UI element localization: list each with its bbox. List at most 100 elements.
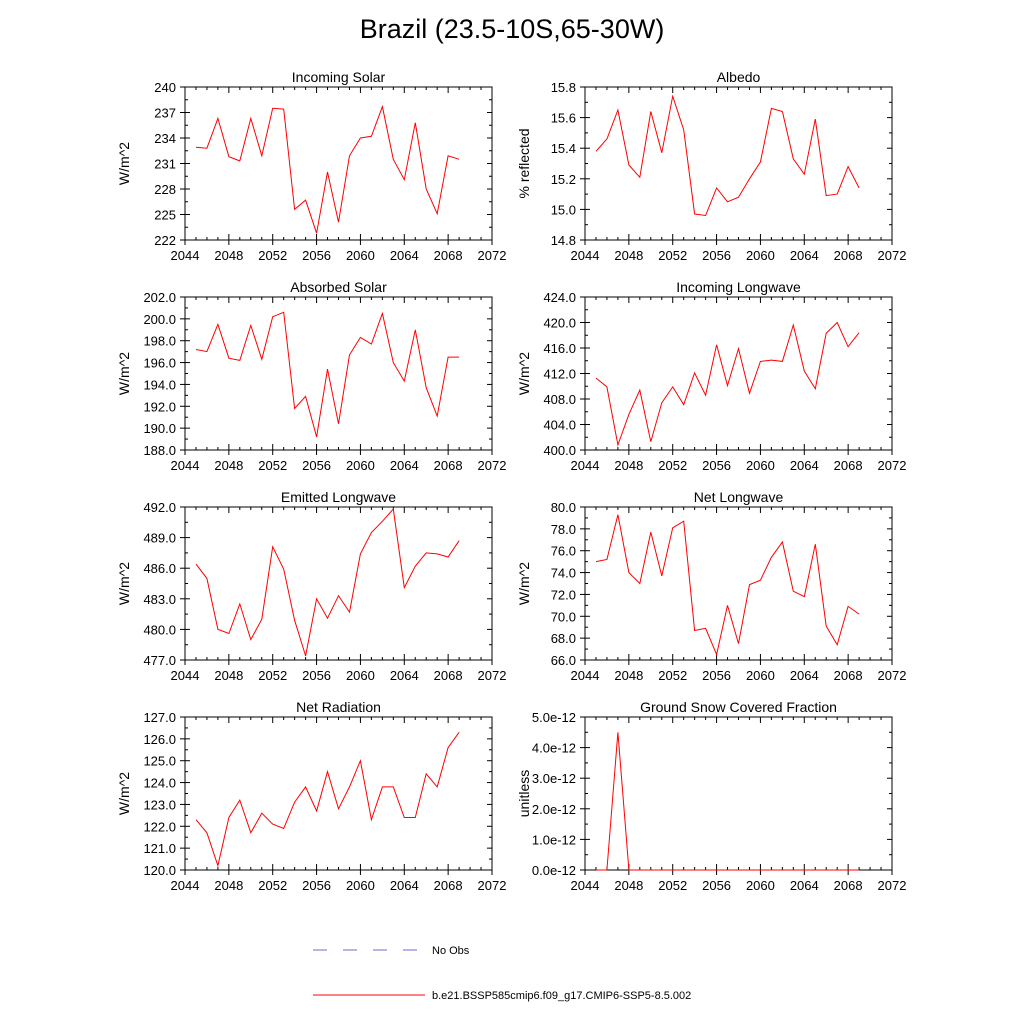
- y-tick-label: 194.0: [143, 377, 176, 392]
- x-tick-label: 2044: [571, 458, 600, 473]
- x-tick-label: 2052: [658, 458, 687, 473]
- y-tick-label: 198.0: [143, 334, 176, 349]
- series-line: [595, 514, 860, 657]
- x-tick-label: 2064: [390, 248, 419, 263]
- y-tick-label: 66.0: [551, 653, 576, 668]
- x-tick-label: 2044: [171, 248, 200, 263]
- y-tick-label: 424.0: [543, 290, 576, 305]
- y-tick-label: 15.8: [551, 80, 576, 95]
- y-tick-label: 5.0e-12: [532, 710, 576, 725]
- y-tick-label: 74.0: [551, 566, 576, 581]
- x-tick-label: 2048: [614, 458, 643, 473]
- y-tick-label: 2.0e-12: [532, 802, 576, 817]
- x-tick-label: 2048: [614, 668, 643, 683]
- series-line: [195, 104, 460, 234]
- y-tick-label: 124.0: [143, 776, 176, 791]
- panel-title: Incoming Longwave: [676, 279, 801, 295]
- y-axis-label: W/m^2: [116, 142, 132, 185]
- x-tick-label: 2056: [702, 248, 731, 263]
- y-tick-label: 477.0: [143, 653, 176, 668]
- plot-frame: [584, 506, 893, 661]
- y-axis-label: W/m^2: [116, 352, 132, 395]
- y-tick-label: 231: [154, 157, 176, 172]
- legend-label-model: b.e21.BSSP585cmip6.f09_g17.CMIP6-SSP5-8.…: [432, 990, 691, 1002]
- y-tick-label: 408.0: [543, 392, 576, 407]
- y-tick-label: 78.0: [551, 522, 576, 537]
- y-tick-label: 420.0: [543, 316, 576, 331]
- y-tick-label: 15.6: [551, 111, 576, 126]
- x-tick-label: 2068: [834, 458, 863, 473]
- x-tick-label: 2068: [834, 878, 863, 893]
- y-tick-label: 80.0: [551, 500, 576, 515]
- y-axis-label: W/m^2: [516, 562, 532, 605]
- y-axis-label: unitless: [516, 770, 532, 817]
- y-tick-label: 120.0: [143, 863, 176, 878]
- x-tick-label: 2052: [658, 248, 687, 263]
- y-tick-label: 1.0e-12: [532, 832, 576, 847]
- x-tick-label: 2056: [702, 668, 731, 683]
- y-tick-label: 489.0: [143, 531, 176, 546]
- plot-frame: [184, 506, 493, 661]
- y-axis-label: W/m^2: [516, 352, 532, 395]
- series-line: [195, 507, 460, 657]
- x-tick-label: 2068: [834, 668, 863, 683]
- plot-frame: [184, 296, 493, 451]
- x-tick-label: 2068: [434, 878, 463, 893]
- y-tick-label: 492.0: [143, 500, 176, 515]
- x-tick-label: 2064: [390, 458, 419, 473]
- x-tick-label: 2064: [390, 878, 419, 893]
- y-tick-label: 3.0e-12: [532, 771, 576, 786]
- panel-ground-snow-covered-fraction: Ground Snow Covered Fraction unitless 2044…: [516, 699, 906, 893]
- x-tick-label: 2060: [746, 248, 775, 263]
- y-tick-label: 400.0: [543, 443, 576, 458]
- y-tick-label: 70.0: [551, 609, 576, 624]
- x-tick-label: 2048: [214, 668, 243, 683]
- y-axis-label: W/m^2: [116, 562, 132, 605]
- panels: Incoming Solar W/m^2 2044 2048 2052 2056 2060 2…: [116, 69, 906, 893]
- x-tick-label: 2064: [790, 878, 819, 893]
- series-line: [595, 321, 860, 447]
- x-tick-label: 2064: [790, 248, 819, 263]
- panel-albedo: Albedo % reflected 2044 2048 2052 2056 2060 206…: [516, 69, 906, 263]
- panel-net-radiation: Net Radiation W/m^2 2044 2048 2052 2056 2060 20…: [116, 699, 506, 893]
- y-tick-label: 483.0: [143, 592, 176, 607]
- x-tick-label: 2044: [171, 668, 200, 683]
- x-tick-label: 2068: [834, 248, 863, 263]
- plot-frame: [584, 296, 893, 451]
- y-tick-label: 228: [154, 182, 176, 197]
- y-tick-label: 412.0: [543, 367, 576, 382]
- x-tick-label: 2072: [478, 668, 507, 683]
- x-tick-label: 2044: [571, 878, 600, 893]
- y-tick-label: 240: [154, 80, 176, 95]
- panel-incoming-solar: Incoming Solar W/m^2 2044 2048 2052 2056 2060 2…: [116, 69, 506, 263]
- y-tick-label: 196.0: [143, 356, 176, 371]
- series-line: [195, 732, 460, 868]
- panel-incoming-longwave: Incoming Longwave W/m^2 2044 2048 2052 2056 20…: [516, 279, 906, 473]
- x-tick-label: 2072: [878, 878, 907, 893]
- figure-title: Brazil (23.5-10S,65-30W): [359, 14, 665, 44]
- x-tick-label: 2052: [258, 248, 287, 263]
- y-tick-label: 15.0: [551, 202, 576, 217]
- y-tick-label: 192.0: [143, 399, 176, 414]
- panel-title: Net Radiation: [296, 699, 381, 715]
- x-tick-label: 2044: [571, 668, 600, 683]
- x-tick-label: 2068: [434, 248, 463, 263]
- x-tick-label: 2060: [746, 878, 775, 893]
- x-tick-label: 2052: [258, 458, 287, 473]
- x-tick-label: 2052: [658, 878, 687, 893]
- series-line: [595, 94, 860, 217]
- y-tick-label: 222: [154, 233, 176, 248]
- x-tick-label: 2060: [346, 458, 375, 473]
- x-tick-label: 2060: [346, 248, 375, 263]
- y-axis-label: % reflected: [516, 128, 532, 198]
- x-tick-label: 2060: [346, 668, 375, 683]
- x-tick-label: 2048: [214, 248, 243, 263]
- x-tick-label: 2048: [214, 878, 243, 893]
- y-tick-label: 202.0: [143, 290, 176, 305]
- y-tick-label: 486.0: [143, 561, 176, 576]
- x-tick-label: 2048: [614, 878, 643, 893]
- y-tick-label: 225: [154, 208, 176, 223]
- plot-frame: [584, 86, 893, 241]
- y-tick-label: 188.0: [143, 443, 176, 458]
